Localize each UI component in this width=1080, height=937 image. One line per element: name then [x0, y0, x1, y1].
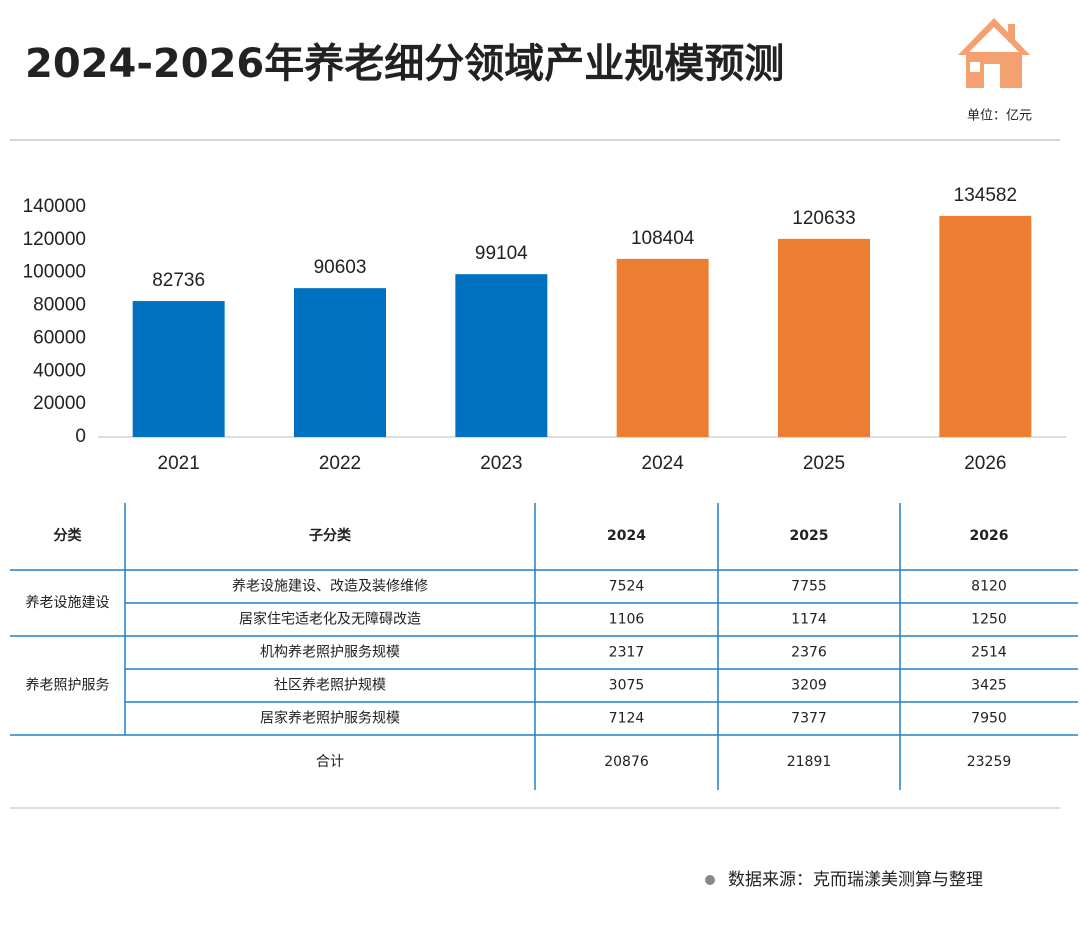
table-subcategory: 社区养老照护规模 — [274, 678, 386, 694]
table-subcategory: 居家住宅适老化及无障碍改造 — [239, 611, 421, 628]
bar — [455, 274, 548, 437]
x-tick-label: 2025 — [803, 453, 845, 474]
house-icon — [958, 18, 1030, 88]
table-total-label: 合计 — [316, 754, 344, 770]
table-cell: 3425 — [971, 678, 1007, 694]
table-subcategory: 养老设施建设、改造及装修维修 — [232, 579, 428, 595]
y-tick-label: 60000 — [33, 327, 86, 348]
y-tick-label: 120000 — [23, 229, 86, 250]
table-total: 21891 — [787, 754, 832, 770]
table-total: 23259 — [967, 754, 1012, 770]
table-cell: 3209 — [791, 678, 827, 694]
y-tick-label: 40000 — [33, 360, 86, 381]
table-cell: 3075 — [609, 678, 645, 694]
table-cell: 2514 — [971, 645, 1007, 661]
table-cell: 7950 — [971, 711, 1007, 727]
y-tick-label: 100000 — [23, 262, 86, 283]
x-tick-label: 2023 — [480, 453, 522, 474]
bar — [939, 215, 1032, 437]
bullet — [705, 875, 715, 885]
table-header: 子分类 — [309, 527, 352, 544]
value-label: 120633 — [792, 208, 855, 229]
value-label: 90603 — [314, 257, 367, 278]
table-cell: 2317 — [609, 645, 645, 661]
table-header: 2026 — [970, 528, 1009, 544]
x-tick-label: 2022 — [319, 453, 361, 474]
table-cell: 8120 — [971, 579, 1007, 595]
table-header: 分类 — [54, 527, 83, 544]
y-tick-label: 140000 — [23, 196, 86, 217]
x-tick-label: 2021 — [158, 453, 200, 474]
source: 数据来源：克而瑞漾美测算与整理 — [728, 870, 983, 890]
title: 2024-2026年养老细分领域产业规模预测 — [25, 41, 784, 87]
x-tick-label: 2024 — [642, 453, 685, 474]
table-subcategory: 居家养老照护服务规模 — [260, 710, 400, 727]
bar — [294, 288, 386, 437]
table-cell: 1174 — [791, 612, 827, 628]
y-tick-label: 0 — [75, 426, 86, 447]
table-header: 2025 — [790, 528, 829, 544]
table-cell: 1250 — [971, 612, 1007, 628]
x-tick-label: 2026 — [964, 453, 1006, 474]
table-cell: 7377 — [791, 711, 827, 727]
table-category: 养老设施建设 — [26, 595, 110, 611]
bar — [132, 301, 225, 437]
value-label: 82736 — [152, 270, 205, 291]
table-header: 2024 — [607, 528, 646, 544]
table-category: 养老照护服务 — [26, 678, 110, 694]
y-tick-label: 20000 — [33, 393, 86, 414]
table-cell: 1106 — [609, 612, 645, 628]
bar — [778, 238, 870, 437]
y-tick-label: 80000 — [33, 295, 86, 316]
value-label: 99104 — [475, 243, 528, 264]
value-label: 134582 — [954, 185, 1017, 206]
table-cell: 7124 — [609, 711, 645, 727]
value-label: 108404 — [631, 228, 695, 249]
table-cell: 7524 — [609, 579, 645, 595]
unit: 单位：亿元 — [967, 109, 1032, 124]
table-total: 20876 — [604, 754, 649, 770]
table-cell: 7755 — [791, 579, 827, 595]
bar — [616, 258, 709, 437]
table-cell: 2376 — [791, 645, 827, 661]
table-subcategory: 机构养老照护服务规模 — [260, 645, 400, 661]
